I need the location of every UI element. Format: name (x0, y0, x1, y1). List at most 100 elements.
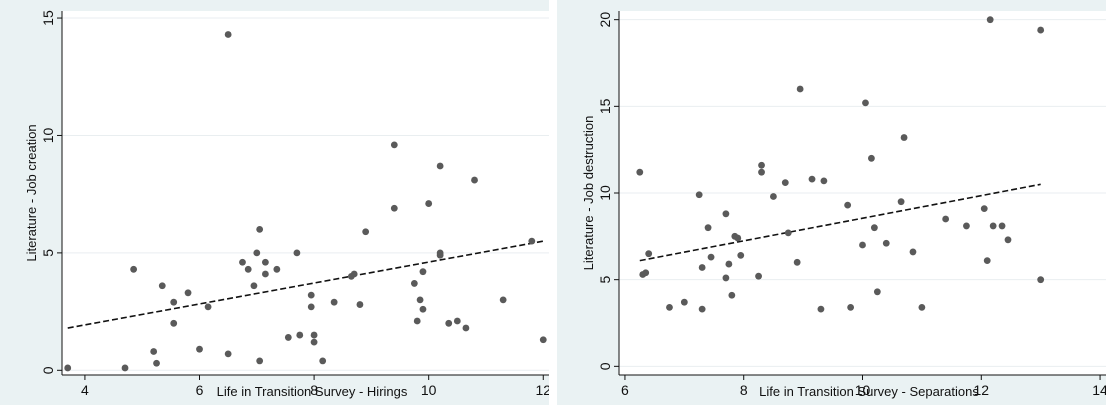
scatter-point (350, 270, 358, 278)
scatter-point (695, 191, 703, 199)
scatter-point (722, 274, 730, 282)
scatter-point (870, 224, 878, 232)
scatter-point (310, 331, 318, 339)
y-tick-label: 20 (597, 12, 613, 28)
scatter-point (390, 204, 398, 212)
scatter-point (410, 280, 418, 287)
y-tick-label: 10 (597, 185, 613, 201)
scatter-point (416, 296, 424, 304)
scatter-point (847, 304, 855, 311)
scatter-point (728, 291, 736, 299)
scatter-point (698, 305, 706, 313)
scatter-point (758, 161, 765, 169)
scatter-point (196, 345, 203, 353)
scatter-point (758, 168, 765, 176)
scatter-point (184, 289, 192, 297)
x-tick-label: 10 (855, 382, 871, 398)
scatter-point (784, 229, 792, 237)
fitted-line (639, 183, 1041, 262)
scatter-point (121, 364, 129, 372)
chart-svg-hirings: 0 5 10 15 4 6 8 10 12 Life in Transition Survey … (24, 10, 549, 399)
x-tick-label: 14 (1092, 382, 1106, 398)
scatter-point (1037, 26, 1045, 34)
scatter-point (642, 269, 650, 277)
scatter-point (704, 224, 712, 232)
axes: 0 5 10 15 4 6 8 10 12 (40, 10, 549, 398)
scatter-point (963, 222, 970, 230)
scatter-point (986, 16, 994, 24)
scatter-point (983, 257, 991, 264)
scatter-point (1004, 236, 1012, 244)
scatter-point (158, 282, 166, 290)
scatter-point (808, 175, 816, 183)
scatter-point (413, 317, 421, 325)
scatter-point (436, 251, 444, 259)
data-points (64, 31, 547, 372)
scatter-point (900, 134, 908, 141)
scatter-point (244, 265, 252, 273)
scatter-point (737, 252, 745, 259)
chart-panel-hirings: 0 5 10 15 4 6 8 10 12 Life in Transition Survey … (0, 0, 549, 405)
x-tick-label: 12 (535, 382, 549, 398)
y-tick-label: 5 (40, 249, 56, 257)
scatter-point (471, 176, 478, 184)
scatter-point (310, 338, 318, 346)
scatter-point (873, 288, 881, 296)
scatter-point (284, 334, 292, 341)
scatter-point (770, 193, 777, 200)
y-axis-title: Literature - Job creation (24, 124, 39, 261)
scatter-point (256, 226, 264, 233)
scatter-point (170, 298, 178, 306)
x-tick-label: 8 (740, 382, 748, 398)
scatter-point (261, 258, 269, 266)
scatter-point (273, 265, 281, 273)
y-tick-label: 0 (40, 366, 56, 374)
scatter-point (980, 205, 988, 213)
scatter-point (330, 298, 338, 306)
scatter-point (820, 177, 828, 185)
scatter-point (868, 154, 875, 162)
y-tick-label: 5 (597, 276, 613, 284)
scatter-point (539, 336, 547, 344)
x-tick-label: 10 (421, 382, 437, 398)
scatter-point (636, 168, 644, 176)
x-tick-label: 4 (81, 382, 89, 398)
scatter-point (680, 298, 688, 306)
x-tick-label: 6 (621, 382, 629, 398)
scatter-point (734, 234, 742, 242)
scatter-point (781, 179, 789, 187)
scatter-point (725, 260, 733, 268)
scatter-point (239, 258, 246, 266)
y-axis-title: Literature - Job destruction (581, 116, 596, 271)
scatter-point (224, 350, 232, 358)
fit-line-layer (639, 183, 1041, 262)
chart-panel-separations: 0 5 10 15 20 6 8 10 12 14 Life in Transition Surv… (557, 0, 1106, 405)
scatter-point (356, 301, 364, 308)
scatter-point (170, 319, 178, 327)
scatter-point (293, 249, 301, 257)
scatter-point (362, 228, 370, 236)
scatter-point (256, 357, 264, 365)
scatter-point (909, 248, 917, 256)
x-tick-label: 6 (196, 382, 204, 398)
scatter-point (645, 250, 653, 258)
scatter-point (998, 222, 1006, 230)
y-tick-label: 10 (40, 127, 56, 143)
scatter-point (250, 282, 258, 290)
scatter-point (859, 241, 866, 249)
gridlines (619, 19, 1106, 367)
scatter-point (150, 348, 158, 355)
scatter-point (453, 317, 461, 325)
scatter-point (307, 303, 315, 311)
scatter-point (319, 357, 327, 365)
scatter-point (528, 237, 536, 245)
gridlines (62, 17, 549, 371)
scatter-point (707, 253, 715, 261)
y-tick-label: 15 (597, 98, 613, 114)
scatter-point (499, 296, 507, 304)
x-axis-title: Life in Transition Survey - Separations (759, 384, 979, 399)
scatter-point (793, 258, 801, 266)
y-tick-label: 15 (40, 10, 56, 26)
scatter-point (989, 222, 997, 230)
scatter-point (436, 162, 444, 170)
